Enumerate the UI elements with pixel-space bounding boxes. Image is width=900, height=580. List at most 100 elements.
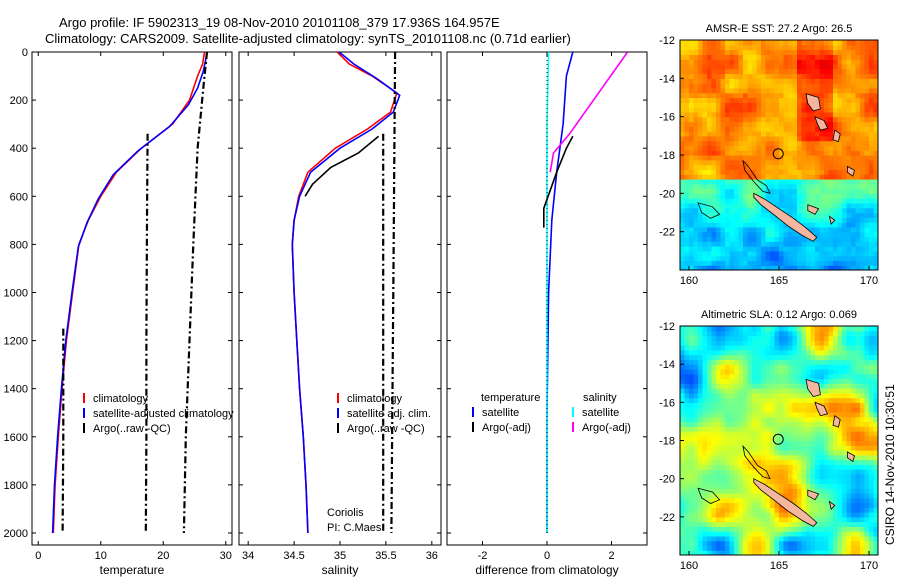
altimetric_sla-cell bbox=[693, 459, 699, 465]
altimetric_sla-cell bbox=[851, 340, 857, 346]
amsre_sst-cell bbox=[846, 87, 852, 94]
altimetric_sla-cell bbox=[738, 359, 744, 365]
altimetric_sla-cell bbox=[873, 349, 878, 356]
altimetric_sla-cell bbox=[720, 535, 726, 542]
amsre_sst-cell bbox=[851, 222, 857, 228]
amsre_sst-cell bbox=[765, 260, 771, 266]
altimetric_sla-cell bbox=[743, 531, 749, 537]
amsre_sst-cell bbox=[842, 59, 848, 65]
amsre_sst-cell bbox=[743, 49, 749, 55]
amsre_sst-cell bbox=[797, 150, 803, 156]
amsre_sst-cell bbox=[815, 265, 821, 270]
amsre_sst-cell bbox=[761, 102, 767, 108]
amsre_sst-cell bbox=[819, 63, 825, 70]
altimetric_sla-cell bbox=[756, 349, 762, 356]
amsre_sst-cell bbox=[797, 59, 803, 65]
amsre_sst-cell bbox=[774, 265, 780, 270]
amsre_sst-cell bbox=[684, 222, 690, 228]
amsre_sst-cell bbox=[774, 54, 780, 60]
amsre_sst-cell bbox=[711, 159, 717, 166]
amsre_sst-cell bbox=[837, 222, 843, 228]
amsre_sst-cell bbox=[801, 169, 807, 175]
amsre_sst-cell bbox=[743, 87, 749, 94]
altimetric_sla-cell bbox=[725, 545, 731, 551]
altimetric_sla-cell bbox=[846, 516, 852, 523]
amsre_sst-cell bbox=[873, 107, 878, 113]
amsre_sst-cell bbox=[693, 169, 699, 175]
altimetric_sla-cell bbox=[738, 516, 744, 523]
amsre_sst-cell bbox=[860, 121, 866, 127]
amsre_sst-cell bbox=[860, 193, 866, 199]
amsre_sst-cell bbox=[761, 164, 767, 170]
amsre_sst-cell bbox=[765, 246, 771, 252]
altimetric_sla-cell bbox=[824, 545, 830, 551]
altimetric_sla-cell bbox=[756, 354, 762, 360]
amsre_sst-cell bbox=[792, 212, 798, 218]
altimetric_sla-cell bbox=[734, 445, 740, 451]
amsre_sst-cell bbox=[783, 97, 789, 103]
altimetric_sla-cell bbox=[842, 397, 848, 403]
amsre_sst-cell bbox=[842, 145, 848, 151]
amsre_sst-cell bbox=[837, 126, 843, 132]
amsre_sst-cell bbox=[698, 193, 704, 199]
altimetric_sla-cell bbox=[747, 464, 753, 470]
altimetric_sla-cell bbox=[819, 469, 825, 475]
amsre_sst-cell bbox=[797, 49, 803, 55]
altimetric_sla-cell bbox=[765, 416, 771, 423]
amsre_sst-cell bbox=[711, 193, 717, 199]
altimetric_sla-cell bbox=[801, 435, 807, 442]
altimetric_sla-cell bbox=[761, 454, 767, 461]
amsre_sst-cell bbox=[801, 87, 807, 94]
amsre_sst-cell bbox=[774, 241, 780, 247]
amsre_sst-cell bbox=[810, 155, 816, 161]
altimetric_sla-cell bbox=[725, 388, 731, 394]
amsre_sst-cell bbox=[707, 87, 713, 94]
amsre_sst-cell bbox=[734, 135, 740, 142]
amsre_sst-cell bbox=[851, 193, 857, 199]
amsre_sst-cell bbox=[698, 40, 704, 46]
altimetric_sla-cell bbox=[747, 507, 753, 513]
altimetric_sla-cell bbox=[765, 397, 771, 403]
amsre_sst-cell bbox=[761, 159, 767, 166]
altimetric_sla-cell bbox=[770, 512, 776, 518]
amsre_sst-cell bbox=[833, 246, 839, 252]
amsre_sst-cell bbox=[842, 49, 848, 55]
altimetric_sla-cell bbox=[783, 411, 789, 418]
altimetric_sla-cell bbox=[747, 512, 753, 518]
altimetric_sla-cell bbox=[819, 345, 825, 351]
amsre_sst-cell bbox=[828, 111, 834, 118]
amsre_sst-cell bbox=[689, 97, 695, 103]
altimetric_sla-cell bbox=[729, 545, 735, 551]
amsre_sst-cell bbox=[783, 174, 789, 180]
amsre_sst-cell bbox=[743, 188, 749, 194]
altimetric_sla-cell bbox=[698, 440, 704, 446]
amsre_sst-cell bbox=[747, 54, 753, 60]
amsre_sst-cell bbox=[765, 102, 771, 108]
amsre_sst-cell bbox=[797, 164, 803, 170]
altimetric_sla-cell bbox=[819, 340, 825, 346]
amsre_sst-cell bbox=[842, 78, 848, 84]
altimetric_sla-cell bbox=[693, 535, 699, 542]
amsre_sst-cell bbox=[752, 222, 758, 228]
altimetric_sla-cell bbox=[680, 507, 686, 513]
amsre_sst-cell bbox=[698, 131, 704, 137]
amsre_sst-cell bbox=[761, 54, 767, 60]
altimetric_sla-cell bbox=[837, 550, 843, 555]
altimetric_sla-cell bbox=[734, 450, 740, 456]
altimetric_sla-cell bbox=[761, 492, 767, 499]
amsre_sst-cell bbox=[752, 131, 758, 137]
altimetric_sla-cell bbox=[833, 497, 839, 504]
altimetric_sla-cell bbox=[851, 416, 857, 423]
altimetric_sla-cell bbox=[806, 483, 812, 489]
altimetric_sla-cell bbox=[860, 464, 866, 470]
altimetric_sla-cell bbox=[680, 464, 686, 470]
amsre_sst-cell bbox=[707, 241, 713, 247]
amsre_sst-cell bbox=[828, 236, 834, 242]
amsre_sst-cell bbox=[684, 116, 690, 123]
altimetric_sla-cell bbox=[747, 388, 753, 394]
altimetric_sla-cell bbox=[747, 359, 753, 365]
altimetric_sla-cell bbox=[680, 364, 686, 370]
amsre_sst-cell bbox=[815, 73, 821, 79]
amsre_sst-cell bbox=[720, 193, 726, 199]
amsre_sst-cell bbox=[842, 246, 848, 252]
